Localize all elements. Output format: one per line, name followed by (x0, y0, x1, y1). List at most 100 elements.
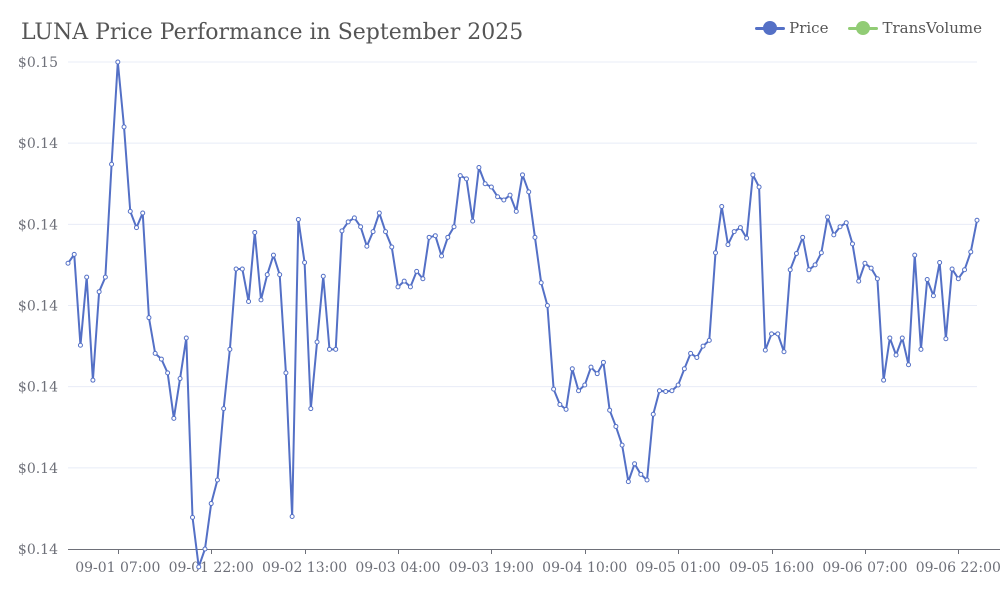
y-tick-label: $0.14 (18, 380, 58, 396)
price-data-point (133, 225, 139, 231)
price-data-point (775, 331, 781, 337)
price-data-point (239, 266, 245, 272)
price-data-point (71, 251, 77, 257)
price-data-point (544, 303, 550, 308)
price-data-point (812, 262, 818, 268)
price-data-point (632, 461, 638, 467)
price-data-point (109, 161, 115, 167)
price-data-point (943, 336, 949, 342)
price-data-point (84, 274, 90, 280)
price-data-point (277, 272, 283, 278)
price-data-point (65, 260, 71, 266)
price-data-point (302, 259, 308, 265)
price-data-point (426, 234, 432, 240)
price-data-point (196, 564, 202, 570)
price-data-point (252, 229, 258, 235)
price-data-point (326, 346, 332, 352)
price-data-point (258, 297, 264, 303)
price-data-point (663, 389, 669, 395)
price-data-point (893, 352, 899, 358)
price-data-point (762, 347, 768, 353)
price-data-point (831, 232, 837, 238)
price-data-point (314, 339, 320, 345)
legend-item-transvolume[interactable]: TransVolume (848, 19, 982, 37)
price-data-point (906, 362, 912, 368)
price-data-point (681, 366, 687, 372)
price-data-point (949, 266, 955, 272)
price-data-point (962, 267, 968, 273)
price-data-point (930, 293, 936, 299)
price-data-point (619, 442, 625, 448)
x-tick-label: 09-04 10:00 (542, 560, 627, 576)
y-tick-label: $0.14 (18, 542, 58, 558)
price-data-point (183, 335, 189, 341)
price-data-point (974, 217, 980, 223)
price-data-point (569, 366, 575, 372)
price-data-point (127, 208, 133, 214)
legend-label-price: Price (789, 19, 829, 37)
price-data-point (289, 514, 295, 520)
legend: Price TransVolume (755, 19, 982, 37)
price-data-point (320, 273, 326, 279)
price-data-point (501, 197, 507, 203)
price-data-point (607, 407, 613, 413)
price-data-point (694, 354, 700, 360)
price-data-point (874, 276, 880, 282)
price-data-point (401, 278, 407, 284)
price-data-point (333, 346, 339, 352)
legend-dot-price (763, 21, 778, 35)
price-data-point (345, 219, 351, 225)
legend-swatch-price (755, 21, 786, 35)
price-data-point (781, 349, 787, 355)
price-data-point (881, 377, 887, 383)
price-data-point (488, 184, 494, 190)
price-data-point (955, 276, 961, 282)
price-data-point (383, 229, 389, 235)
price-data-point (407, 284, 413, 290)
price-data-point (457, 173, 463, 179)
price-data-point (669, 388, 675, 394)
legend-item-price[interactable]: Price (755, 19, 828, 37)
price-data-point (470, 218, 476, 224)
price-data-point (364, 243, 370, 249)
price-data-point (594, 371, 600, 377)
price-data-point (582, 382, 588, 388)
x-tick-label: 09-02 13:00 (262, 560, 347, 576)
price-data-point (818, 250, 824, 256)
price-data-point (856, 278, 862, 284)
price-data-point (140, 210, 146, 216)
price-data-point (725, 242, 731, 248)
price-data-point (513, 208, 519, 214)
y-tick-label: $0.14 (18, 461, 58, 477)
price-data-point (688, 350, 694, 356)
price-data-point (414, 268, 420, 274)
price-data-point (656, 388, 662, 394)
price-data-point (308, 406, 314, 412)
price-data-point (283, 370, 289, 376)
price-data-point (445, 234, 451, 240)
price-data-point (77, 342, 83, 348)
price-data-point (806, 267, 812, 273)
price-data-point (868, 265, 874, 271)
price-data-point (507, 192, 513, 198)
price-data-point (793, 251, 799, 257)
price-data-point (482, 181, 488, 187)
price-data-point (476, 165, 482, 171)
price-data-point (825, 214, 831, 220)
y-tick-label: $0.14 (18, 299, 58, 315)
price-data-point (551, 386, 557, 392)
price-data-point (787, 267, 793, 273)
price-data-point (370, 229, 376, 235)
price-data-point (968, 249, 974, 255)
x-tick-label: 09-05 01:00 (636, 560, 721, 576)
price-data-point (769, 331, 775, 337)
x-tick-label: 09-06 07:00 (822, 560, 907, 576)
price-data-point (918, 346, 924, 352)
price-data-point (389, 244, 395, 250)
price-data-point (432, 233, 438, 239)
legend-dot-transvolume (856, 21, 871, 35)
price-data-point (221, 406, 227, 412)
price-data-point (376, 210, 382, 216)
price-data-point (495, 194, 501, 200)
